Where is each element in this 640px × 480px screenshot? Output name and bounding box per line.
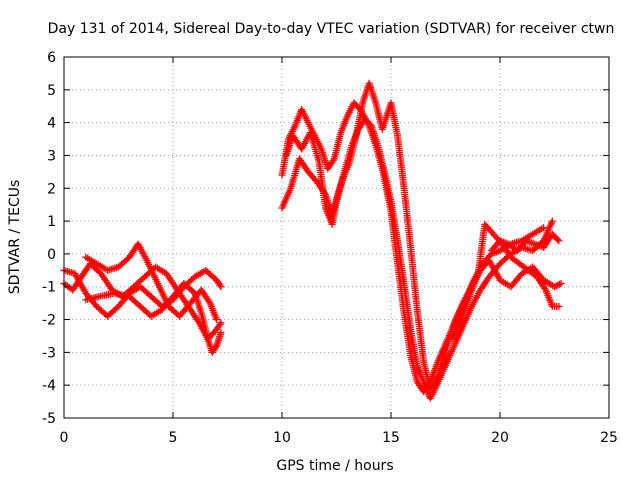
x-axis-label: GPS time / hours — [276, 458, 393, 474]
data-point — [216, 281, 224, 289]
data-point — [216, 320, 224, 328]
y-tick-label: 2 — [47, 181, 56, 197]
data-point — [557, 279, 565, 287]
y-tick-label: -1 — [42, 280, 56, 296]
data-point — [555, 237, 563, 245]
data-point — [551, 283, 558, 291]
data-point — [548, 217, 556, 225]
data-point — [217, 329, 225, 337]
y-tick-label: 5 — [47, 83, 56, 99]
data-point — [555, 280, 563, 288]
data-point — [217, 283, 225, 291]
data-point — [552, 282, 560, 290]
data-point — [554, 281, 562, 289]
series-arc4 — [82, 279, 225, 356]
x-tick-label: 20 — [491, 430, 509, 446]
data-point — [213, 316, 221, 324]
data-point — [217, 319, 225, 327]
x-tick-label: 10 — [273, 430, 291, 446]
y-tick-label: 1 — [47, 214, 56, 230]
chart-title: Day 131 of 2014, Sidereal Day-to-day VTE… — [48, 21, 615, 37]
data-point — [432, 376, 440, 384]
x-tick-label: 15 — [382, 430, 400, 446]
y-tick-label: 3 — [47, 148, 56, 164]
y-tick-label: -2 — [42, 313, 56, 329]
data-point — [540, 224, 548, 232]
plot-frame — [63, 56, 610, 419]
x-tick-label: 5 — [169, 430, 178, 446]
data-point — [329, 156, 337, 164]
data-marks — [60, 79, 565, 402]
y-tick-label: -5 — [42, 411, 56, 427]
y-tick-label: 4 — [47, 116, 56, 132]
y-axis-label: SDTVAR / TECUs — [7, 180, 23, 295]
y-tick-label: -4 — [42, 378, 56, 394]
data-point — [555, 302, 563, 310]
y-tick-label: -3 — [42, 345, 56, 361]
x-tick-label: 0 — [60, 430, 69, 446]
data-point — [212, 343, 220, 351]
series-arc9 — [487, 230, 563, 255]
x-tick-label: 25 — [600, 430, 618, 446]
y-tick-label: 0 — [47, 247, 56, 263]
series-arc7 — [282, 79, 565, 392]
y-tick-label: 6 — [47, 50, 56, 66]
axis-ticks: 0 5 10 15 20 25 -5 -4 -3 -2 -1 0 1 2 3 4 5 6 — [42, 50, 618, 446]
data-point — [554, 235, 562, 243]
